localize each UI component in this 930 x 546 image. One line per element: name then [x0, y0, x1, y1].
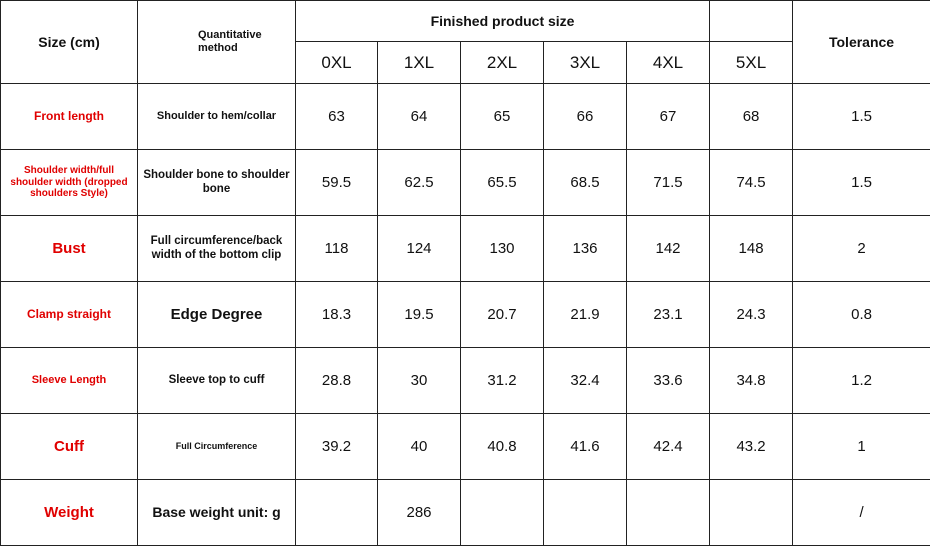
- value: 33.6: [625, 347, 711, 414]
- value: [709, 479, 794, 546]
- tolerance: 1.5: [792, 83, 930, 150]
- row-label: Weight: [0, 479, 138, 546]
- value: 20.7: [460, 281, 544, 348]
- value: 32.4: [543, 347, 627, 414]
- size-label: 1XL: [377, 41, 461, 84]
- tolerance-header: Tolerance: [792, 0, 930, 84]
- value: 19.5: [377, 281, 461, 348]
- tolerance: 1.2: [792, 347, 930, 414]
- value: 28.8: [295, 347, 378, 414]
- value: 136: [543, 215, 627, 282]
- value: 148: [709, 215, 794, 282]
- method: Full Circumference: [137, 413, 296, 480]
- value: 130: [460, 215, 544, 282]
- value: 68.5: [543, 149, 627, 216]
- value: 42.4: [625, 413, 711, 480]
- size-label: 2XL: [460, 41, 544, 84]
- value: 40: [377, 413, 461, 480]
- value: 66: [543, 83, 627, 150]
- value: 286: [377, 479, 461, 546]
- value: 124: [377, 215, 461, 282]
- tolerance: /: [792, 479, 930, 546]
- value: [543, 479, 627, 546]
- value: 39.2: [295, 413, 378, 480]
- value: 64: [377, 83, 461, 150]
- tolerance: 0.8: [792, 281, 930, 348]
- method: Shoulder to hem/collar: [137, 83, 296, 150]
- value: 31.2: [460, 347, 544, 414]
- row-label: Clamp straight: [0, 281, 138, 348]
- value: [295, 479, 378, 546]
- value: 59.5: [295, 149, 378, 216]
- row-label: Cuff: [0, 413, 138, 480]
- value: 63: [295, 83, 378, 150]
- value: 62.5: [377, 149, 461, 216]
- value: 30: [377, 347, 461, 414]
- row-label: Shoulder width/full shoulder width (drop…: [0, 149, 138, 216]
- tolerance: 2: [792, 215, 930, 282]
- value: 41.6: [543, 413, 627, 480]
- value: 65.5: [460, 149, 544, 216]
- empty-cell: [709, 0, 794, 42]
- value: 34.8: [709, 347, 794, 414]
- value: 71.5: [625, 149, 711, 216]
- finished-header: Finished product size: [294, 0, 711, 42]
- value: 142: [625, 215, 711, 282]
- size-header: Size (cm): [0, 0, 138, 84]
- value: 118: [295, 215, 378, 282]
- method: Full circumference/back width of the bot…: [137, 215, 296, 282]
- value: 68: [709, 83, 794, 150]
- value: 40.8: [460, 413, 544, 480]
- value: 18.3: [295, 281, 378, 348]
- size-label: 5XL: [709, 41, 794, 84]
- size-label: 3XL: [543, 41, 627, 84]
- value: 24.3: [709, 281, 794, 348]
- value: 67: [625, 83, 711, 150]
- value: 21.9: [543, 281, 627, 348]
- method: Sleeve top to cuff: [137, 347, 296, 414]
- value: [625, 479, 711, 546]
- value: 43.2: [709, 413, 794, 480]
- value: 65: [460, 83, 544, 150]
- row-label: Sleeve Length: [0, 347, 138, 414]
- row-label: Bust: [0, 215, 138, 282]
- value: 23.1: [625, 281, 711, 348]
- method: Edge Degree: [137, 281, 296, 348]
- value: 74.5: [709, 149, 794, 216]
- value: [460, 479, 544, 546]
- method: Base weight unit: g: [137, 479, 296, 546]
- tolerance: 1.5: [792, 149, 930, 216]
- method: Shoulder bone to shoulder bone: [137, 149, 296, 216]
- tolerance: 1: [792, 413, 930, 480]
- method-header: Quantitative method: [137, 0, 296, 84]
- size-label: 4XL: [625, 41, 711, 84]
- size-label: 0XL: [295, 41, 378, 84]
- row-label: Front length: [0, 83, 138, 150]
